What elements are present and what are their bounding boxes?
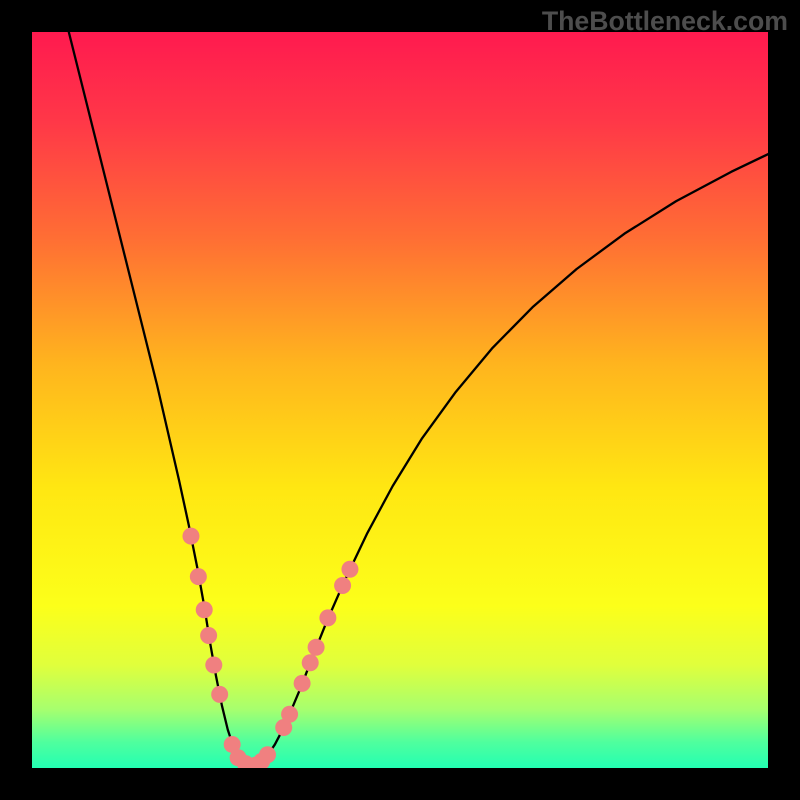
- curve-marker: [319, 609, 336, 626]
- curve-marker: [205, 656, 222, 673]
- curve-markers: [182, 528, 358, 774]
- curve-marker: [341, 561, 358, 578]
- curve-marker: [294, 675, 311, 692]
- curve-marker: [190, 568, 207, 585]
- curve-marker: [302, 654, 319, 671]
- bottleneck-curve: [69, 32, 768, 766]
- curve-marker: [196, 601, 213, 618]
- curve-marker: [259, 746, 276, 763]
- watermark-text: TheBottleneck.com: [542, 6, 788, 37]
- curve-marker: [281, 706, 298, 723]
- curve-marker: [200, 627, 217, 644]
- chart-stage: TheBottleneck.com: [0, 0, 800, 800]
- curve-marker: [182, 528, 199, 545]
- curve-marker: [308, 639, 325, 656]
- curve-marker: [211, 686, 228, 703]
- curve-marker: [334, 577, 351, 594]
- chart-overlay: [0, 0, 800, 800]
